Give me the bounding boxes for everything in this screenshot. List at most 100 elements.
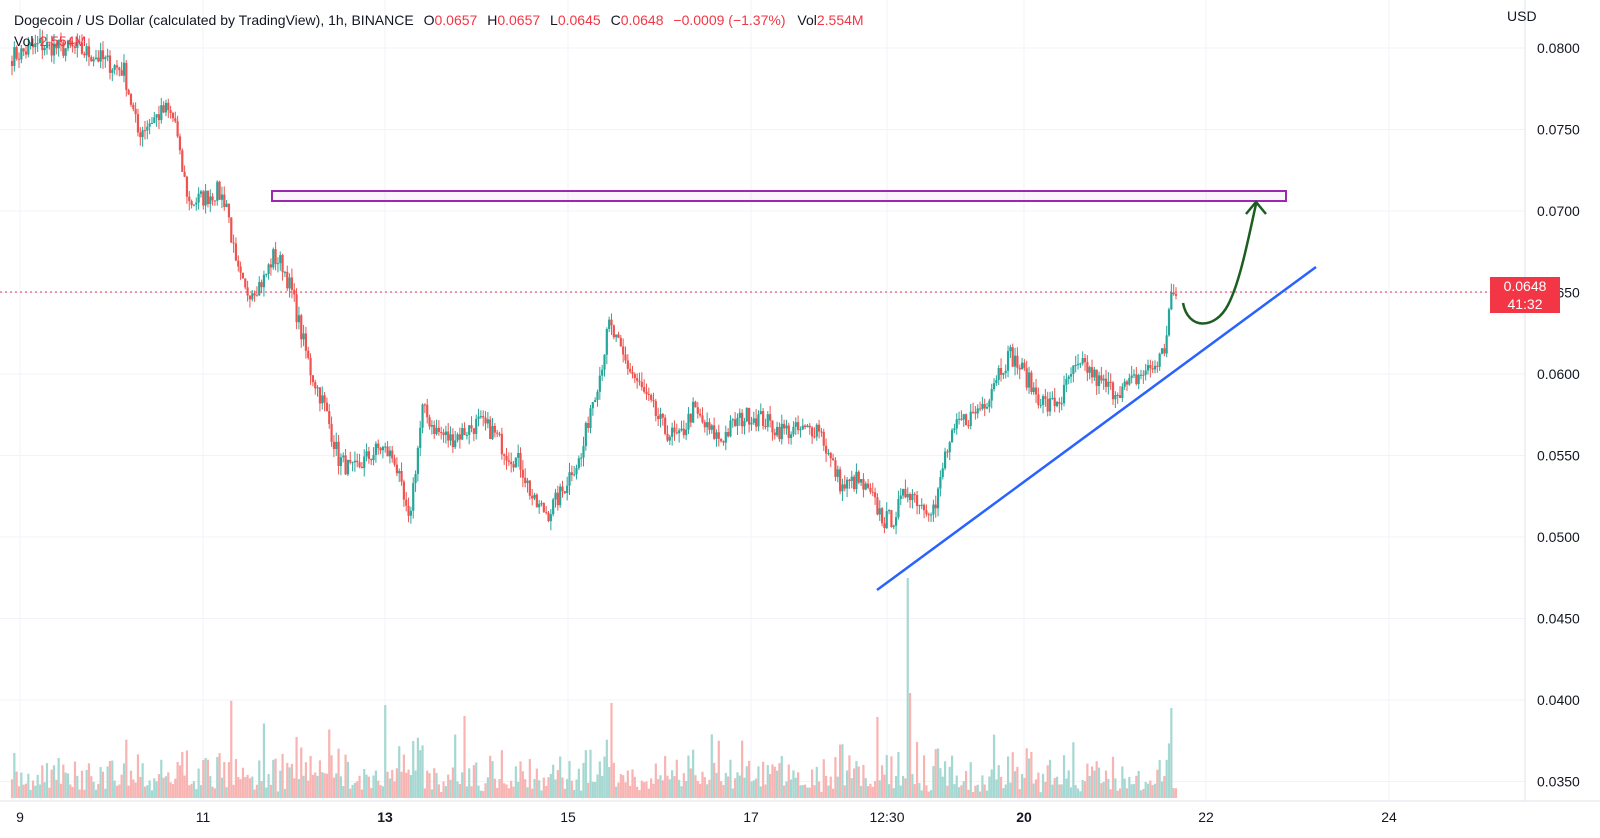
candle-body[interactable] — [456, 434, 459, 441]
candle-body[interactable] — [346, 459, 350, 475]
candle-body[interactable] — [251, 293, 254, 300]
candle-body[interactable] — [995, 379, 998, 384]
candle-body[interactable] — [678, 430, 681, 434]
candle-body[interactable] — [568, 472, 571, 486]
candle-body[interactable] — [524, 477, 527, 484]
candle-body[interactable] — [498, 433, 501, 435]
candle-body[interactable] — [827, 453, 830, 455]
candle-body[interactable] — [883, 523, 886, 529]
candle-body[interactable] — [1032, 387, 1035, 392]
candle-body[interactable] — [584, 423, 587, 447]
candle-body[interactable] — [1139, 374, 1143, 376]
candle-body[interactable] — [148, 123, 151, 127]
candle-body[interactable] — [262, 274, 266, 288]
candle-body[interactable] — [129, 94, 133, 105]
candle-body[interactable] — [183, 171, 186, 177]
candle-body[interactable] — [834, 460, 837, 477]
candle-body[interactable] — [752, 418, 755, 423]
candle-body[interactable] — [330, 424, 333, 442]
candle-body[interactable] — [1081, 358, 1084, 364]
candle-body[interactable] — [783, 423, 786, 429]
candle-body[interactable] — [566, 485, 569, 494]
symbol-title[interactable]: Dogecoin / US Dollar (calculated by Trad… — [14, 12, 414, 28]
candle-body[interactable] — [675, 432, 678, 434]
candle-body[interactable] — [220, 194, 224, 200]
candle-body[interactable] — [104, 57, 107, 60]
candle-body[interactable] — [405, 499, 408, 506]
candle-body[interactable] — [971, 411, 975, 413]
candle-body[interactable] — [759, 411, 762, 415]
candle-body[interactable] — [561, 486, 564, 492]
candle-body[interactable] — [815, 424, 818, 437]
candle-body[interactable] — [309, 357, 312, 376]
candle-body[interactable] — [706, 422, 709, 428]
candle-body[interactable] — [1090, 367, 1094, 378]
candle-body[interactable] — [724, 432, 727, 443]
candle-body[interactable] — [594, 399, 597, 403]
candle-body[interactable] — [780, 423, 783, 440]
candle-body[interactable] — [225, 203, 228, 207]
candle-body[interactable] — [1023, 362, 1026, 369]
candle-body[interactable] — [808, 425, 811, 428]
candle-body[interactable] — [1025, 368, 1028, 388]
candle-body[interactable] — [167, 102, 170, 111]
candle-body[interactable] — [645, 391, 648, 394]
candle-body[interactable] — [829, 453, 832, 459]
candle-body[interactable] — [559, 486, 562, 506]
candle-body[interactable] — [990, 389, 993, 401]
candle-body[interactable] — [743, 421, 746, 427]
candle-body[interactable] — [475, 418, 478, 434]
candle-body[interactable] — [356, 460, 359, 463]
candle-body[interactable] — [855, 471, 858, 490]
candle-body[interactable] — [671, 427, 674, 437]
candle-body[interactable] — [400, 470, 403, 482]
candle-body[interactable] — [1088, 367, 1091, 373]
candle-body[interactable] — [20, 48, 23, 60]
candle-body[interactable] — [715, 432, 718, 439]
candle-body[interactable] — [136, 114, 140, 133]
candle-body[interactable] — [391, 450, 394, 459]
candle-body[interactable] — [414, 474, 417, 484]
candle-body[interactable] — [852, 476, 856, 490]
candle-body[interactable] — [276, 263, 280, 265]
currency-label[interactable]: USD — [1507, 8, 1537, 24]
candle-body[interactable] — [416, 447, 419, 475]
candle-body[interactable] — [857, 471, 860, 483]
candle-body[interactable] — [463, 428, 466, 436]
candle-body[interactable] — [24, 51, 28, 55]
candle-body[interactable] — [41, 38, 44, 51]
candle-body[interactable] — [286, 271, 289, 289]
candle-body[interactable] — [395, 464, 398, 474]
candle-body[interactable] — [318, 387, 322, 404]
candle-body[interactable] — [134, 108, 137, 115]
candle-body[interactable] — [92, 59, 95, 62]
candle-body[interactable] — [988, 400, 991, 407]
candle-body[interactable] — [192, 204, 196, 206]
candle-body[interactable] — [1149, 365, 1152, 369]
candle-body[interactable] — [873, 492, 877, 498]
support-trendline[interactable] — [876, 265, 1317, 592]
candle-body[interactable] — [755, 418, 758, 427]
candle-body[interactable] — [1055, 401, 1059, 407]
candle-body[interactable] — [260, 282, 263, 288]
candle-body[interactable] — [288, 277, 291, 289]
candle-body[interactable] — [55, 43, 58, 49]
candle-body[interactable] — [563, 491, 566, 494]
candle-body[interactable] — [496, 432, 499, 434]
candle-body[interactable] — [859, 479, 863, 483]
candle-body[interactable] — [297, 315, 301, 323]
candle-body[interactable] — [734, 419, 737, 427]
candle-body[interactable] — [825, 445, 828, 454]
candle-body[interactable] — [237, 260, 240, 267]
candle-body[interactable] — [1044, 396, 1047, 399]
candle-body[interactable] — [1142, 374, 1145, 376]
candle-body[interactable] — [437, 427, 440, 432]
candle-body[interactable] — [1116, 395, 1119, 397]
candle-body[interactable] — [776, 426, 779, 436]
candle-body[interactable] — [799, 429, 802, 431]
candle-body[interactable] — [771, 420, 774, 433]
candle-body[interactable] — [969, 411, 972, 426]
candle-body[interactable] — [423, 404, 426, 406]
candle-body[interactable] — [351, 462, 354, 464]
